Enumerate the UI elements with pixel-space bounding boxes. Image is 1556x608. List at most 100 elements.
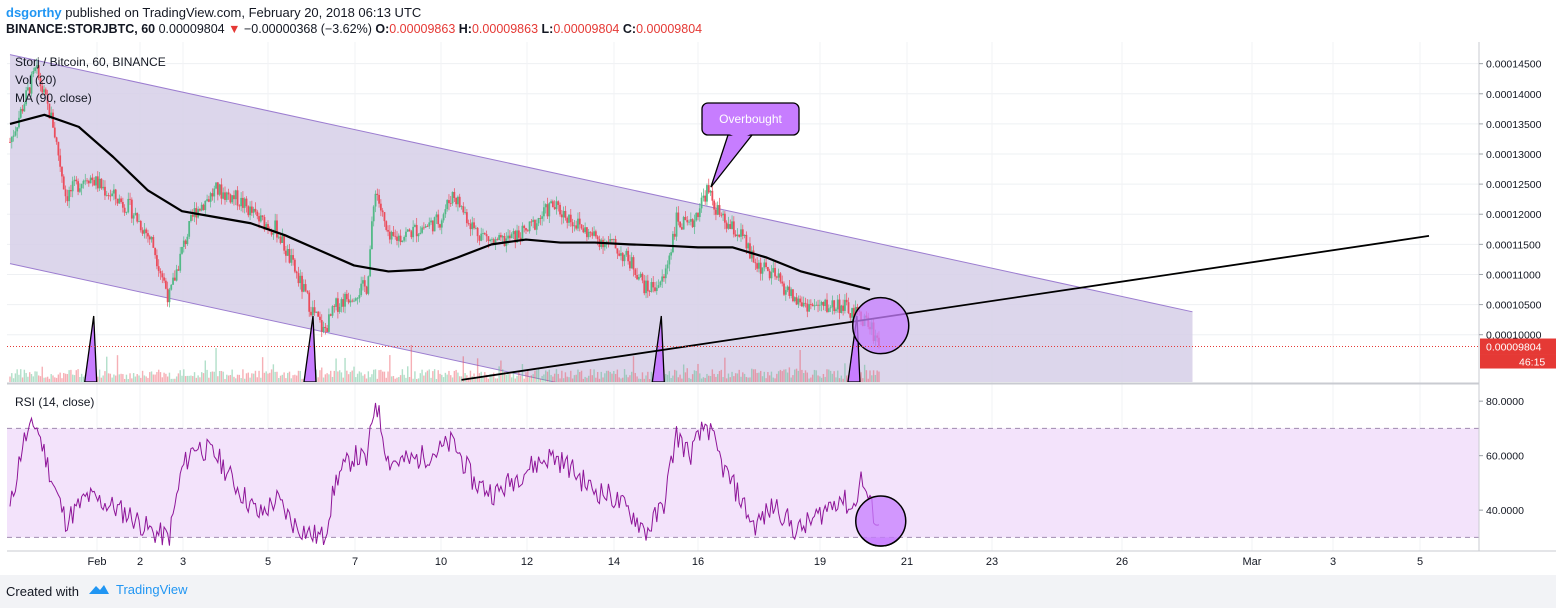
volume-bar (236, 374, 239, 382)
candle-body (387, 229, 389, 232)
candle-body (59, 155, 62, 167)
volume-bar (536, 370, 538, 382)
candle-body (188, 221, 191, 237)
volume-bar (295, 375, 298, 382)
candle-body (80, 183, 83, 189)
candle-body (136, 212, 139, 222)
candle-body (507, 235, 509, 239)
candle-body (523, 225, 526, 229)
volume-bar (270, 369, 273, 382)
candle-body (526, 230, 529, 232)
candle-body (594, 231, 597, 237)
volume-bar (48, 378, 51, 382)
volume-bar (45, 377, 47, 382)
volume-bar (39, 376, 42, 382)
volume-bar (104, 371, 106, 382)
volume-bar (718, 371, 721, 382)
candle-body (637, 276, 640, 280)
candle-body (152, 236, 155, 248)
volume-bar (708, 375, 710, 382)
created-with-label: Created with (6, 584, 79, 599)
candle-body (704, 195, 707, 202)
candle-body (700, 197, 703, 209)
volume-bar (552, 376, 554, 382)
candle-body (130, 199, 133, 219)
candle-body (809, 304, 812, 305)
candle-body (435, 214, 438, 218)
volume-bar (21, 377, 24, 382)
candle-body (741, 229, 744, 237)
volume-bar (399, 375, 402, 382)
volume-bar (872, 370, 875, 382)
volume-bar (623, 369, 626, 382)
volume-bar (297, 370, 300, 382)
volume-bar (163, 372, 165, 382)
candle-body (654, 287, 656, 291)
candle-body (50, 112, 53, 119)
candle-body (9, 141, 11, 143)
volume-bar (398, 377, 400, 382)
candle-body (114, 189, 117, 199)
candle-body (793, 297, 796, 302)
author-link[interactable]: dsgorthy (6, 5, 62, 20)
volume-bar (464, 373, 466, 382)
spike-marker (651, 315, 665, 382)
candle-body (616, 248, 619, 254)
candle-body (446, 200, 449, 210)
volume-bar (532, 374, 534, 382)
candle-body (240, 197, 243, 207)
volume-bar (55, 377, 58, 382)
volume-bar (451, 377, 454, 382)
volume-bar (123, 378, 126, 382)
volume-bar (826, 369, 828, 382)
candle-body (560, 214, 563, 218)
candle-body (320, 320, 323, 332)
volume-bar (546, 371, 549, 382)
candle-body (216, 182, 219, 195)
volume-bar (645, 375, 647, 382)
candle-body (107, 195, 110, 196)
volume-bar (618, 377, 620, 382)
candle-body (562, 210, 565, 218)
time-tick-label: 23 (986, 556, 998, 568)
chart-canvas[interactable]: Overbought Storj / Bitcoin, 60, BINANCE Vo… (7, 42, 1556, 575)
candle-body (465, 212, 468, 224)
volume-bar (172, 378, 174, 382)
volume-bar (249, 377, 251, 382)
volume-bar (541, 375, 543, 382)
volume-bar (102, 375, 104, 382)
volume-bar (665, 374, 667, 382)
candle-body (279, 236, 282, 243)
open-value: 0.00009863 (389, 22, 456, 36)
volume-bar (61, 378, 63, 382)
volume-bar (691, 374, 694, 382)
volume-bar (199, 377, 201, 382)
candle-body (568, 214, 570, 223)
candle-body (224, 192, 226, 200)
volume-bar (819, 376, 821, 382)
volume-bar (768, 375, 771, 382)
candle-body (469, 223, 472, 230)
volume-bar (722, 377, 724, 382)
candle-body (849, 313, 852, 318)
time-tick-label: 2 (137, 556, 143, 568)
candle-body (32, 70, 35, 75)
candle-body (415, 224, 418, 237)
candle-body (715, 209, 717, 215)
candle-body (73, 179, 76, 182)
candle-body (424, 226, 427, 228)
candle-body (686, 219, 689, 223)
volume-bar (346, 370, 348, 382)
chart-area[interactable]: Overbought Storj / Bitcoin, 60, BINANCE Vo… (7, 42, 1556, 575)
tradingview-link[interactable]: TradingView (88, 582, 188, 597)
candle-body (795, 297, 798, 305)
candle-body (322, 326, 325, 332)
candle-body (129, 198, 131, 200)
candle-body (397, 235, 400, 241)
volume-bar (704, 377, 706, 382)
volume-bar (421, 369, 423, 382)
channel-lower-line (9, 263, 557, 382)
volume-bar (294, 374, 296, 382)
candle-body (412, 226, 415, 238)
volume-bar (36, 371, 38, 382)
